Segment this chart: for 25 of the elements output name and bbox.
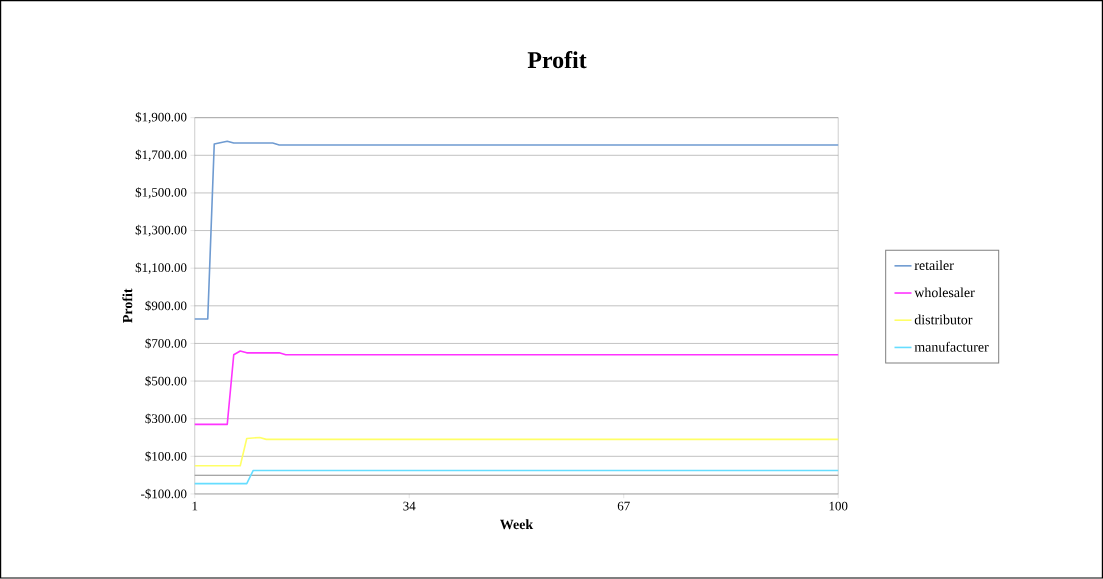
x-axis-title: Week [500,519,534,530]
y-axis-title: Profit [122,288,133,324]
y-tick-label: $1,700.00 [135,149,187,162]
y-tick-label: -$100.00 [141,488,187,500]
legend-label: wholesaler [914,287,975,298]
legend-label: retailer [914,260,954,271]
line-series [193,436,840,467]
x-tick-label: 34 [403,501,416,511]
line-series [193,140,840,320]
y-tick-label: $500.00 [145,376,187,387]
y-tick-label: $300.00 [145,413,187,425]
chart-title: Profit [527,51,587,69]
y-tick-label: $1,900.00 [135,112,187,124]
legend-label: manufacturer [914,341,989,352]
y-tick-label: $1,100.00 [135,262,187,275]
line-series [193,350,840,426]
y-tick-label: $1,500.00 [135,187,187,199]
y-tick-label: $900.00 [145,300,187,312]
x-tick-label: 100 [829,501,848,511]
y-tick-label: $100.00 [145,451,187,462]
x-tick-label: 1 [192,501,198,511]
legend-label: distributor [914,314,973,325]
x-tick-label: 67 [617,501,630,511]
y-tick-label: $1,300.00 [135,225,187,237]
y-tick-label: $700.00 [145,338,187,349]
